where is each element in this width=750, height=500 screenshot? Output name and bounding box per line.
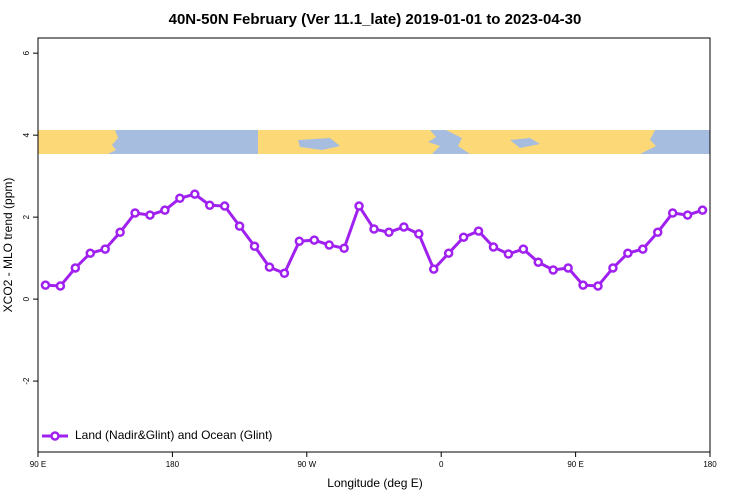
data-point — [399, 222, 409, 232]
data-point — [682, 210, 693, 220]
y-axis-label: XCO2 - MLO trend (ppm) — [1, 178, 15, 313]
y-tick-label: 0 — [22, 296, 31, 301]
data-point — [384, 227, 394, 238]
x-tick-label: 90 E — [30, 460, 46, 469]
data-point — [249, 241, 260, 251]
data-point — [518, 244, 529, 254]
data-point — [40, 280, 51, 290]
data-point — [339, 243, 349, 254]
data-point — [55, 281, 66, 291]
y-tick-label: 6 — [22, 50, 31, 55]
data-point — [503, 249, 514, 259]
x-tick-label: 90 E — [567, 460, 583, 469]
y-tick-label: 2 — [22, 214, 31, 219]
data-point — [414, 229, 424, 239]
land — [38, 130, 118, 154]
data-point — [204, 200, 215, 210]
data-point — [563, 263, 573, 273]
x-tick-label: 90 W — [297, 460, 316, 469]
data-point — [428, 264, 439, 274]
chart-title: 40N-50N February (Ver 11.1_late) 2019-01… — [169, 11, 582, 28]
data-point — [458, 232, 469, 242]
data-point — [160, 205, 170, 215]
data-point — [369, 224, 379, 234]
water — [510, 138, 540, 148]
x-tick-label: 0 — [439, 460, 444, 469]
data-line — [45, 192, 704, 288]
data-point — [100, 244, 110, 254]
data-point — [234, 221, 245, 231]
x-tick-label: 180 — [703, 460, 717, 469]
legend-marker — [50, 431, 60, 441]
data-point — [219, 201, 230, 211]
data-point — [548, 265, 558, 275]
data-point — [638, 244, 648, 254]
data-point — [130, 208, 140, 218]
data-point — [264, 262, 275, 272]
plot-frame — [37, 37, 711, 453]
data-point — [145, 210, 155, 220]
legend-label: Land (Nadir&Glint) and Ocean (Glint) — [75, 428, 272, 442]
data-point — [667, 208, 678, 218]
data-point — [533, 257, 544, 267]
land — [258, 130, 440, 154]
data-point — [354, 201, 364, 211]
y-tick-label: 4 — [22, 132, 31, 137]
data-point — [115, 227, 125, 238]
data-point — [593, 281, 603, 291]
data-point — [623, 248, 633, 258]
data-point — [473, 226, 484, 236]
data-point — [697, 205, 708, 215]
data-point — [70, 263, 81, 273]
data-point — [488, 242, 499, 252]
water — [298, 138, 340, 150]
data-point — [578, 280, 588, 290]
data-point — [294, 236, 305, 247]
data-point — [279, 268, 290, 279]
data-point — [190, 189, 200, 199]
x-tick-label: 180 — [166, 460, 180, 469]
data-point — [652, 227, 663, 238]
data-point — [309, 235, 320, 245]
x-axis-label: Longitude (deg E) — [327, 476, 422, 490]
map-band — [38, 130, 710, 154]
y-tick-label: -2 — [22, 377, 31, 385]
data-point — [85, 248, 96, 258]
data-point — [443, 248, 454, 258]
land — [446, 130, 656, 154]
data-point — [608, 263, 618, 273]
data-point — [324, 240, 334, 250]
data-point — [175, 193, 185, 204]
